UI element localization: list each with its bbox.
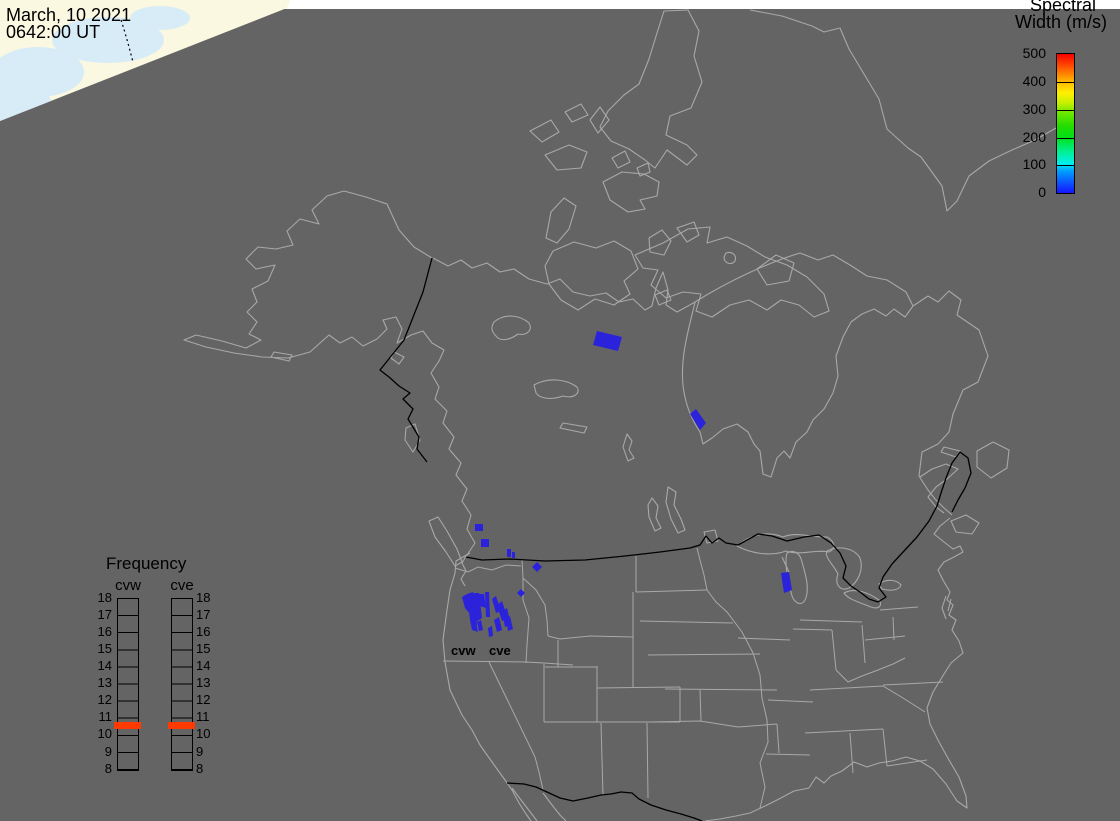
frequency-tick: 8 [104,761,112,776]
country-borders [379,257,972,821]
frequency-column-label-cvw: cvw [115,577,141,594]
radar-site-label-cvw: cvw [451,643,476,658]
frequency-tick: 10 [97,726,112,741]
radar-echo-dot [517,589,525,597]
radar-echo-dot [507,549,511,557]
frequency-tick: 9 [104,744,112,759]
radar-echo-dot [475,524,483,531]
radar-echo-dot [481,539,489,547]
frequency-tick: 17 [196,607,211,622]
top-margin-strip [0,0,1120,9]
colorbar-tick: 300 [1022,101,1046,117]
colorbar-tick: 200 [1022,129,1046,145]
frequency-tick: 11 [98,709,113,724]
frequency-tick: 10 [196,726,211,741]
frequency-tick: 9 [196,744,204,759]
terminator-corner [0,0,290,121]
frequency-marker-cvw [114,722,141,729]
frequency-tick: 15 [97,641,112,656]
radar-echoes [462,331,792,637]
frequency-legend-title: Frequency [106,554,187,573]
frequency-tick: 14 [196,658,211,673]
meridian-dashed-line [120,19,134,63]
frequency-scale-cvw [117,598,139,771]
colorbar-title-line2: Width (m/s) [1015,12,1107,32]
frequency-tick: 13 [196,675,211,690]
coastlines [183,9,1057,821]
radar-echo-patch [593,331,622,351]
frequency-column-label-cve: cve [170,577,194,594]
colorbar-tick: 500 [1022,45,1046,61]
us-mexico-border [506,782,703,821]
radar-echo-fan [462,592,513,637]
radar-echo-patch [781,572,792,593]
frequency-tick: 17 [97,607,112,622]
radar-echo-dot [532,562,542,572]
colorbar-tick: 100 [1022,156,1046,172]
alaska-yukon-border [379,257,433,463]
frequency-tick: 18 [196,590,211,605]
time-label: 0642:00 UT [6,22,101,42]
frequency-tick: 11 [196,709,210,724]
date-label: March, 10 2021 [6,5,132,25]
frequency-tick: 16 [97,624,112,639]
state-boundaries [442,547,944,809]
frequency-tick: 12 [196,692,211,707]
colorbar-tick: 0 [1038,184,1046,200]
radar-site-label-cve: cve [489,643,511,658]
radar-echo-dot [512,552,515,558]
frequency-tick: 14 [97,658,112,673]
frequency-tick: 18 [97,590,112,605]
frequency-tick: 12 [97,692,112,707]
us-canada-border [465,451,972,603]
frequency-tick: 15 [196,641,211,656]
frequency-tick: 13 [97,675,112,690]
frequency-marker-cve [168,722,195,729]
frequency-scale-cve [171,598,193,771]
frequency-tick: 8 [196,761,204,776]
colorbar-title-line1: Spectral [1029,0,1097,15]
radar-echo-patch [690,409,706,430]
frequency-tick: 16 [196,624,211,639]
colorbar-tick: 400 [1022,73,1046,89]
spectral-width-colorbar [1056,53,1075,194]
